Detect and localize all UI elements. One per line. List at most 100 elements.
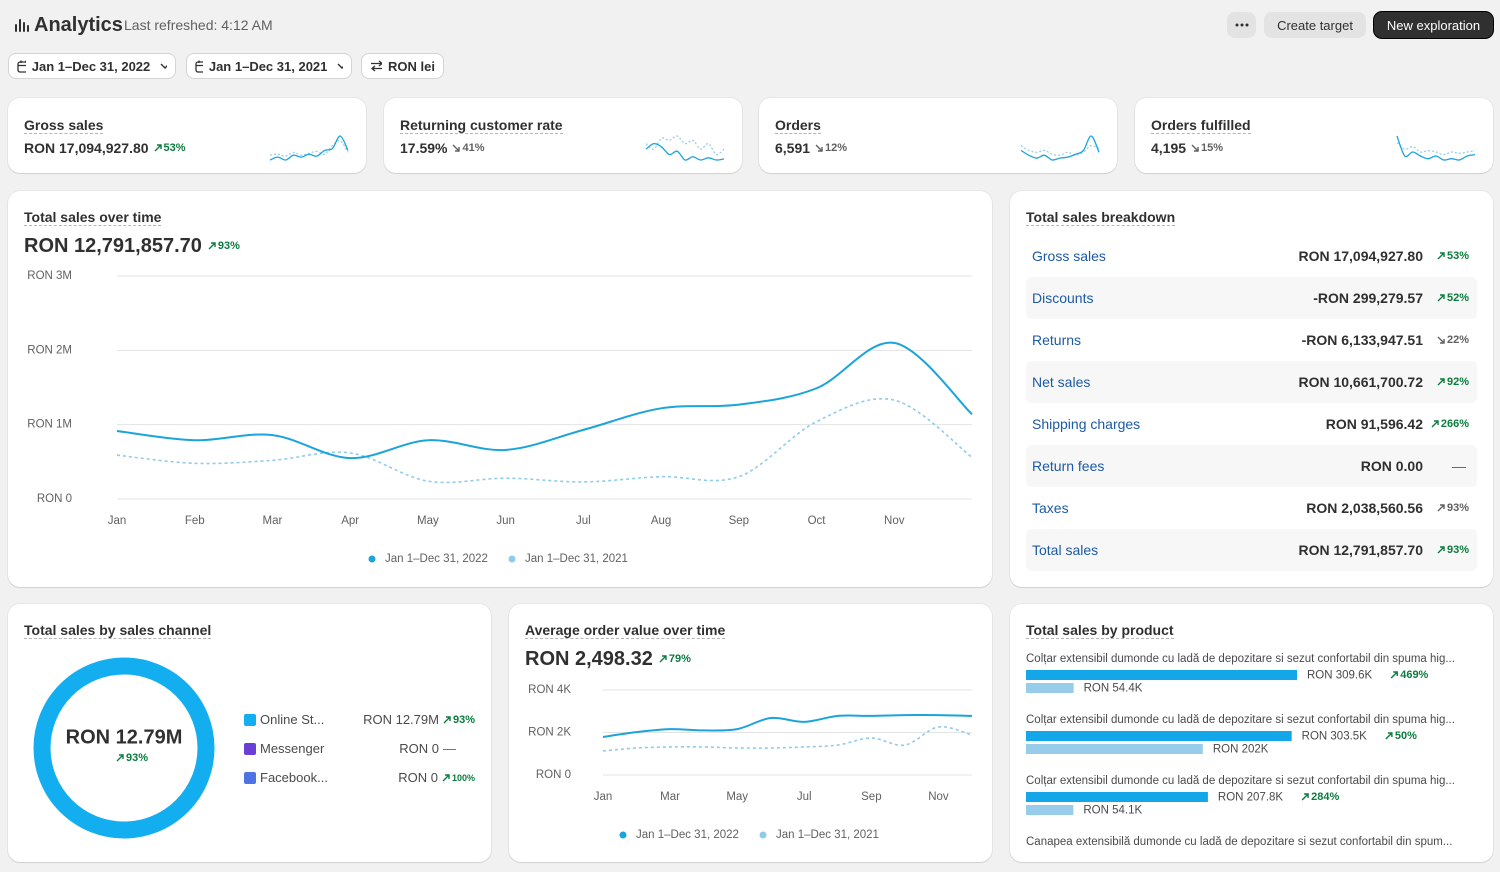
breakdown-label[interactable]: Taxes (1032, 500, 1069, 516)
trend-arrow (815, 144, 823, 152)
breakdown-change: 93% (1423, 544, 1469, 556)
trend-arrow (116, 754, 124, 762)
kpi-value: 17.59% (400, 140, 448, 156)
kpi-card: Orders fulfilled 4,195 15% (1135, 98, 1493, 173)
arrow-path (1437, 378, 1445, 386)
change-value: 12% (825, 142, 848, 154)
trend-arrow (452, 144, 461, 152)
change-indicator: 15% (1191, 140, 1223, 156)
breakdown-value: RON 2,038,560.56 (1306, 500, 1423, 516)
arrow-path (443, 715, 451, 723)
kpi-value-row: 17.59% 41% (400, 140, 485, 156)
arrow-path (154, 144, 162, 152)
kpi-card: Orders 6,591 12% (759, 98, 1117, 173)
calendar-compare-icon (195, 60, 203, 73)
arrow-path (116, 754, 124, 762)
chevron-icon (337, 63, 343, 69)
change-indicator: 92% (1437, 376, 1469, 388)
breakdown-row: Returns -RON 6,133,947.51 22% (1026, 319, 1477, 361)
currency-filter[interactable]: RON lei (361, 53, 444, 79)
breakdown-row: Net sales RON 10,661,700.72 92% (1026, 361, 1477, 403)
arrow-path (1437, 336, 1445, 344)
total-value: RON 12,791,857.70 (24, 235, 202, 257)
chevron-icon (160, 63, 167, 69)
kpi-label: Orders (775, 117, 821, 134)
breakdown-label[interactable]: Total sales (1032, 542, 1099, 558)
kpi-label: Gross sales (24, 117, 104, 134)
channel-value: RON 12.79M (363, 712, 439, 727)
channel-legend-row: Facebook... RON 0 100% (244, 763, 475, 792)
breakdown-value: RON 12,791,857.70 (1298, 542, 1423, 558)
trend-arrow (1437, 378, 1445, 386)
change-value: 93% (1446, 544, 1469, 556)
card-title: Total sales by product (1026, 622, 1174, 639)
change-value: 52% (1446, 292, 1469, 304)
change-value: 79% (668, 653, 691, 665)
change-indicator: 53% (154, 140, 186, 156)
new-exploration-button[interactable]: New exploration (1374, 12, 1493, 38)
change-value: 53% (1446, 250, 1469, 262)
breakdown-label[interactable]: Shipping charges (1032, 416, 1141, 432)
calendar-icon (17, 60, 26, 73)
aov-card: Average order value over time RON 2,498.… (509, 604, 992, 862)
change-indicator: 93% (1437, 544, 1469, 556)
change-indicator: 93% (1437, 502, 1469, 514)
arrow-path (1437, 294, 1445, 302)
change-value: 93% (125, 752, 149, 764)
change-value: 93% (452, 713, 475, 726)
create-target-button[interactable]: Create target (1264, 12, 1366, 38)
date-filter[interactable]: Jan 1–Dec 31, 2022 (8, 53, 176, 79)
breakdown-change: 22% (1423, 334, 1469, 346)
legend-swatch (244, 742, 256, 755)
kpi-label: Returning customer rate (400, 117, 563, 134)
change-indicator: 100% (442, 773, 475, 783)
trend-arrow (1437, 546, 1445, 554)
breakdown-change: 266% (1423, 418, 1469, 430)
page-title: Analytics (34, 14, 123, 36)
compare-filter[interactable]: Jan 1–Dec 31, 2021 (186, 53, 352, 79)
breakdown-value: RON 10,661,700.72 (1298, 374, 1423, 390)
filter-label: Jan 1–Dec 31, 2021 (208, 58, 328, 74)
channel-legend-row: Messenger RON 0 — (244, 734, 475, 763)
change-value: 93% (217, 240, 240, 252)
breakdown-label[interactable]: Returns (1032, 332, 1082, 348)
arrow-path (1437, 504, 1445, 512)
last-refreshed: Last refreshed: 4:12 AM (124, 17, 273, 33)
change-value: 93% (1446, 502, 1469, 514)
trend-arrow (208, 242, 216, 250)
breakdown-change: 52% (1423, 292, 1469, 304)
change-value: 22% (1446, 334, 1469, 346)
breakdown-value: -RON 6,133,947.51 (1301, 332, 1423, 348)
breakdown-label[interactable]: Gross sales (1032, 248, 1106, 264)
breakdown-label[interactable]: Discounts (1032, 290, 1094, 306)
breakdown-row: Return fees RON 0.00 — (1026, 445, 1477, 487)
trend-arrow (154, 144, 162, 152)
kpi-value: 6,591 (775, 140, 811, 156)
breakdown-label[interactable]: Net sales (1032, 374, 1091, 390)
breakdown-row: Shipping charges RON 91,596.42 266% (1026, 403, 1477, 445)
arrow-path (452, 144, 461, 152)
arrow-path (442, 773, 450, 781)
kpi-value: RON 17,094,927.80 (24, 140, 149, 156)
arrow-path (208, 242, 216, 250)
change-value: 15% (1201, 142, 1224, 154)
breakdown-label[interactable]: Return fees (1032, 458, 1105, 474)
breakdown-value: RON 0.00 (1360, 458, 1423, 474)
exchange-icon (370, 60, 383, 72)
trend-arrow (1437, 336, 1445, 344)
channel-value: RON 0 (398, 770, 438, 785)
breakdown-value: RON 17,094,927.80 (1298, 248, 1423, 264)
change-value: 53% (163, 142, 186, 154)
change-indicator: 41% (452, 140, 485, 156)
trend-arrow (1431, 420, 1439, 428)
breakdown-change: 92% (1423, 376, 1469, 388)
change-indicator: — (443, 741, 475, 756)
breakdown-change: 93% (1423, 502, 1469, 514)
change-indicator: 93% (443, 714, 475, 726)
dots-icon (1235, 23, 1248, 27)
breakdown-value: -RON 299,279.57 (1313, 290, 1423, 306)
more-actions[interactable] (1227, 12, 1256, 38)
card-title: Average order value over time (525, 622, 726, 639)
sales-breakdown-card: Total sales breakdown Gross sales RON 17,… (1010, 191, 1493, 587)
change-indicator: 93% (116, 752, 148, 764)
